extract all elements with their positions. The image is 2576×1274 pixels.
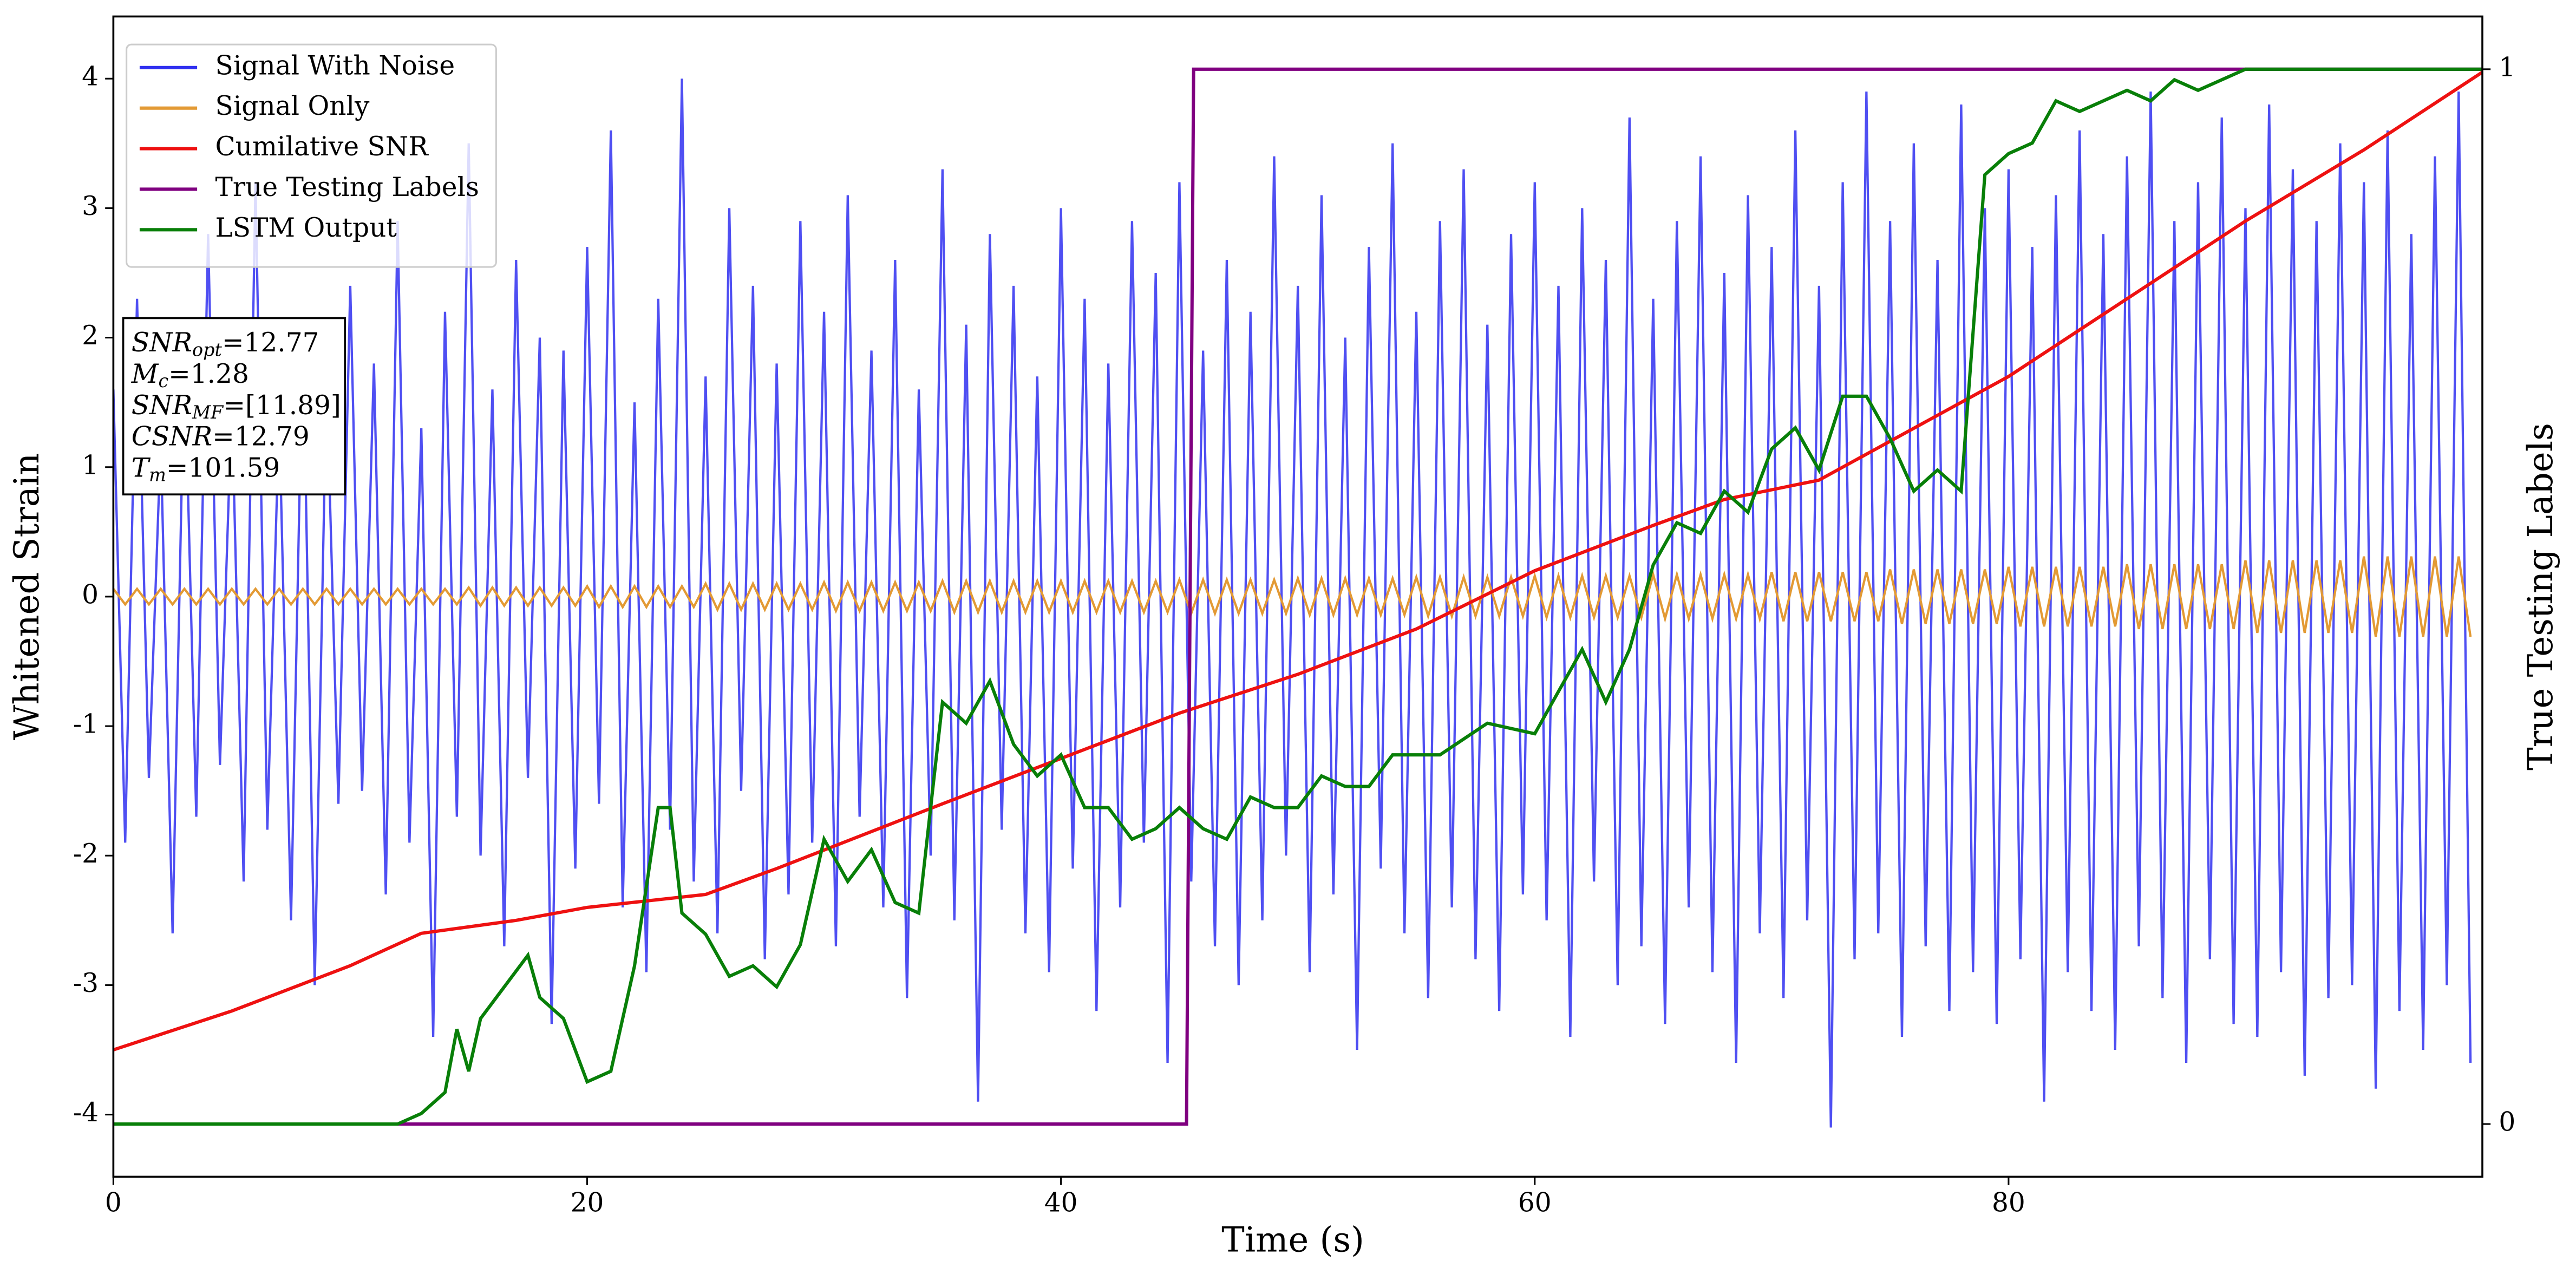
y-tick-label: 0 — [82, 579, 99, 610]
series-line — [113, 556, 2472, 637]
annotation-main: SNR — [132, 328, 192, 358]
annotation-line: Mc=1.28 — [131, 358, 249, 391]
legend-label: Signal Only — [215, 91, 370, 121]
series-line — [113, 67, 2483, 1126]
y-tick-label: 1 — [82, 450, 99, 480]
y-tick-label: -2 — [73, 839, 99, 869]
annotation-rest: =1.28 — [168, 358, 249, 389]
series-line — [113, 67, 2483, 1126]
annotation-sub: opt — [192, 339, 222, 360]
annotation-sub: c — [158, 370, 168, 391]
y2-axis-label: True Testing Labels — [2521, 423, 2561, 770]
annotation-line: SNRopt=12.77 — [132, 328, 319, 361]
legend-box — [126, 43, 497, 268]
annotation-main: SNR — [132, 390, 192, 420]
y-tick-label: 2 — [82, 321, 99, 351]
y-axis-label: Whitened Strain — [7, 453, 47, 741]
annotation-rest: =12.79 — [212, 421, 310, 452]
x-tick-label: 60 — [1518, 1188, 1552, 1218]
series-line — [113, 70, 2483, 1051]
annotation-main: T — [132, 453, 151, 483]
annotation-box — [122, 317, 346, 496]
x-tick-label: 20 — [571, 1188, 604, 1218]
y2-tick-label: 0 — [2499, 1107, 2515, 1137]
legend-label: True Testing Labels — [215, 172, 479, 202]
legend-label: Signal With Noise — [215, 50, 455, 81]
y-tick-label: 4 — [82, 62, 99, 92]
legend-label: LSTM Output — [215, 213, 397, 243]
y-tick-label: -3 — [73, 968, 99, 998]
y-tick-label: 3 — [82, 191, 99, 221]
annotation-sub: MF — [192, 402, 224, 423]
annotation-main: M — [131, 358, 159, 389]
legend-label: Cumilative SNR — [215, 132, 429, 162]
annotation-line: SNRMF=[11.89] — [132, 390, 341, 423]
annotation-rest: =[11.89] — [223, 390, 341, 420]
y-tick-label: -1 — [73, 709, 99, 740]
series-line — [113, 79, 2472, 1128]
y2-tick-label: 1 — [2499, 52, 2515, 82]
annotation-line: CSNR=12.79 — [132, 421, 310, 452]
plot-area — [113, 67, 2483, 1128]
annotation-main: CSNR — [132, 421, 212, 452]
annotation-line: Tm=101.59 — [132, 453, 280, 486]
x-tick-label: 40 — [1044, 1188, 1078, 1218]
x-tick-label: 0 — [105, 1188, 122, 1218]
x-tick-label: 80 — [1992, 1188, 2025, 1218]
y-tick-label: -4 — [73, 1097, 99, 1128]
x-axis-label: Time (s) — [1221, 1220, 1364, 1260]
annotation-rest: =101.59 — [166, 453, 280, 483]
annotation-rest: =12.77 — [222, 328, 319, 358]
annotation-sub: m — [149, 465, 166, 486]
